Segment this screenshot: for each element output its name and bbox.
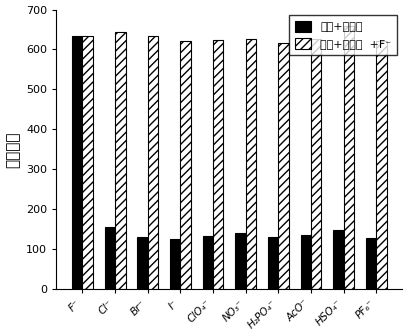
- Bar: [311, 40, 322, 289]
- Bar: [148, 36, 158, 289]
- Bar: [278, 43, 289, 289]
- Y-axis label: 荧光强度: 荧光强度: [6, 131, 20, 168]
- Bar: [82, 36, 93, 289]
- Bar: [203, 236, 213, 289]
- Bar: [344, 26, 354, 289]
- Bar: [170, 239, 180, 289]
- Bar: [268, 237, 278, 289]
- Legend: 探针+阴离子, 探针+阴离子  +F⁻: 探针+阴离子, 探针+阴离子 +F⁻: [289, 15, 397, 55]
- Bar: [115, 32, 126, 289]
- Bar: [333, 230, 344, 289]
- Bar: [246, 40, 256, 289]
- Bar: [376, 41, 387, 289]
- Bar: [213, 40, 224, 289]
- Bar: [72, 36, 82, 289]
- Bar: [366, 238, 376, 289]
- Bar: [180, 41, 191, 289]
- Bar: [301, 235, 311, 289]
- Bar: [235, 233, 246, 289]
- Bar: [104, 227, 115, 289]
- Bar: [137, 237, 148, 289]
